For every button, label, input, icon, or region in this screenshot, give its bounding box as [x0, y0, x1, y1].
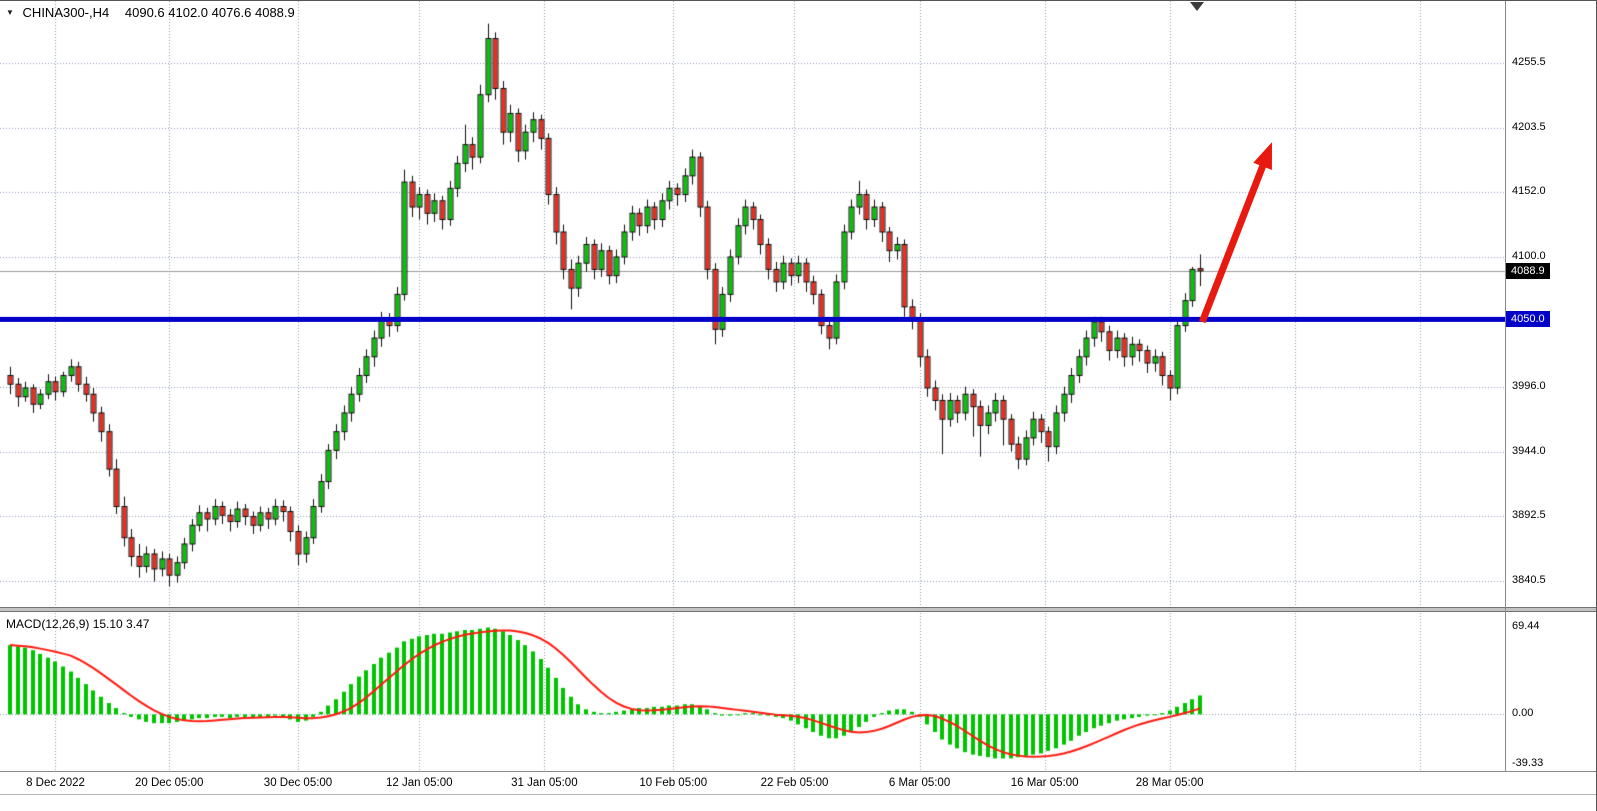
hline-price-badge: 4050.0 — [1506, 311, 1550, 328]
time-tick-label: 31 Jan 05:00 — [511, 777, 578, 789]
time-tick-label: 28 Mar 05:00 — [1135, 777, 1204, 789]
time-tick-label: 20 Dec 05:00 — [134, 777, 204, 789]
price-axis[interactable]: 4255.5 4203.5 4152.0 4100.0 3996.0 3944.0 3892… — [1506, 1, 1596, 771]
symbol-timeframe-label: CHINA300-,H4 — [22, 5, 110, 20]
time-tick-label: 6 Mar 05:00 — [888, 777, 951, 789]
time-axis[interactable]: 8 Dec 2022 20 Dec 05:00 30 Dec 05:00 12 Jan… — [0, 771, 1596, 795]
macd-axis[interactable]: 69.44 0.00 -39.33 — [1506, 1, 1596, 771]
price-axis-border — [1505, 1, 1506, 771]
time-tick-label: 30 Dec 05:00 — [263, 777, 333, 789]
chart-shift-marker[interactable] — [1190, 2, 1204, 11]
current-price-badge: 4088.9 — [1506, 262, 1550, 279]
current-price-badge-label: 4088.9 — [1511, 264, 1545, 277]
macd-indicator-label: MACD(12,26,9) 15.10 3.47 — [6, 617, 150, 631]
macd-tick-label: -39.33 — [1512, 756, 1544, 769]
price-tick-label: 3892.5 — [1512, 508, 1546, 521]
macd-tick-label: 0.00 — [1512, 707, 1534, 720]
quote-header: ▼ CHINA300-,H4 4090.6 4102.0 4076.6 4088… — [6, 5, 295, 20]
price-tick-label: 4255.5 — [1512, 55, 1546, 68]
symbol-dropdown-icon[interactable]: ▼ — [6, 8, 14, 17]
pane-separator[interactable] — [0, 607, 1596, 612]
time-tick-label: 12 Jan 05:00 — [386, 777, 453, 789]
price-tick-label: 3840.5 — [1512, 573, 1546, 586]
time-tick-label: 22 Feb 05:00 — [760, 777, 829, 789]
price-tick-label: 4100.0 — [1512, 249, 1546, 262]
price-tick-label: 3996.0 — [1512, 379, 1546, 392]
ohlc-values: 4090.6 4102.0 4076.6 4088.9 — [124, 5, 295, 20]
price-tick-label: 3944.0 — [1512, 444, 1546, 457]
hline-price-badge-label: 4050.0 — [1511, 313, 1545, 326]
price-tick-label: 4152.0 — [1512, 185, 1546, 198]
time-tick-label: 16 Mar 05:00 — [1010, 777, 1079, 789]
time-tick-label: 10 Feb 05:00 — [639, 777, 708, 789]
price-tick-label: 4203.5 — [1512, 120, 1546, 133]
macd-tick-label: 69.44 — [1512, 619, 1540, 632]
time-tick-label: 8 Dec 2022 — [26, 777, 85, 789]
